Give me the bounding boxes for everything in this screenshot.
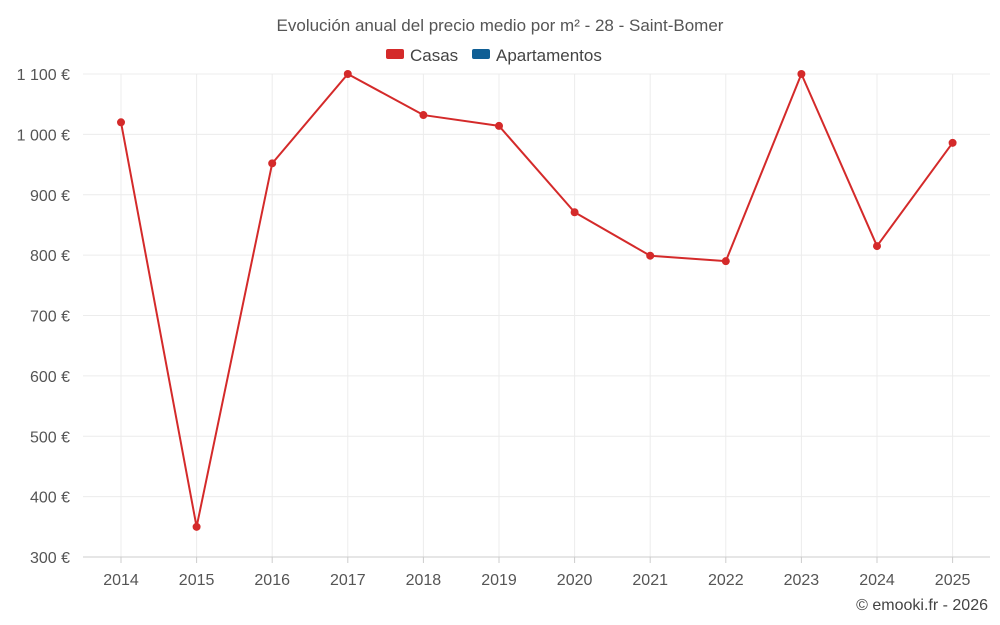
legend-item-casas[interactable]: Casas: [386, 46, 458, 65]
y-tick-label: 1 100 €: [17, 67, 70, 84]
data-point-casas-2014[interactable]: [117, 118, 125, 127]
data-point-casas-2016[interactable]: [268, 159, 277, 168]
y-tick-label: 700 €: [30, 309, 70, 326]
credit-text: © emooki.fr - 2026: [856, 597, 988, 614]
x-tick-label: 2024: [859, 572, 895, 589]
x-tick-label: 2023: [784, 572, 820, 589]
x-tick-label: 2014: [103, 572, 139, 589]
data-point-casas-2025[interactable]: [948, 138, 957, 147]
y-tick-label: 800 €: [30, 248, 70, 265]
x-tick-label: 2021: [632, 572, 668, 589]
y-tick-label: 900 €: [30, 188, 70, 205]
y-tick-label: 1 000 €: [17, 127, 70, 144]
legend-label-apartamentos: Apartamentos: [496, 46, 602, 65]
chart-title: Evolución anual del precio medio por m² …: [277, 16, 724, 35]
y-axis: 300 € 400 € 500 € 600 € 700 € 800 € 900 € 1 000…: [17, 67, 70, 567]
legend: Casas Apartamentos: [386, 46, 602, 65]
x-tick-label: 2018: [406, 572, 442, 589]
x-axis: 2014 2015 2016 2017 2018 2019 2020 2021 2022 2023…: [83, 556, 990, 589]
data-point-casas-2023[interactable]: [797, 70, 806, 78]
x-tick-label: 2017: [330, 572, 366, 589]
data-point-casas-2024[interactable]: [873, 242, 881, 251]
legend-label-casas: Casas: [410, 46, 458, 65]
series: [117, 70, 957, 531]
x-tick-label: 2025: [935, 572, 971, 589]
legend-swatch-apartamentos: [472, 49, 490, 59]
y-tick-label: 400 €: [30, 490, 70, 507]
y-tick-label: 500 €: [30, 429, 70, 446]
legend-swatch-casas: [386, 49, 404, 59]
data-point-casas-2018[interactable]: [419, 111, 428, 120]
data-point-casas-2022[interactable]: [721, 257, 730, 266]
grid: [83, 73, 990, 558]
legend-item-apartamentos[interactable]: Apartamentos: [472, 46, 602, 65]
data-point-casas-2017[interactable]: [343, 70, 352, 78]
data-point-casas-2019[interactable]: [495, 121, 503, 130]
data-point-casas-2015[interactable]: [192, 522, 201, 531]
x-tick-label: 2015: [179, 572, 215, 589]
x-tick-label: 2022: [708, 572, 744, 589]
x-tick-label: 2019: [481, 572, 517, 589]
x-tick-label: 2016: [254, 572, 290, 589]
data-point-casas-2021[interactable]: [646, 251, 655, 260]
y-tick-label: 600 €: [30, 369, 70, 386]
data-point-casas-2020[interactable]: [570, 208, 579, 217]
x-tick-label: 2020: [557, 572, 593, 589]
y-tick-label: 300 €: [30, 550, 70, 567]
series-line-casas: [120, 73, 954, 528]
